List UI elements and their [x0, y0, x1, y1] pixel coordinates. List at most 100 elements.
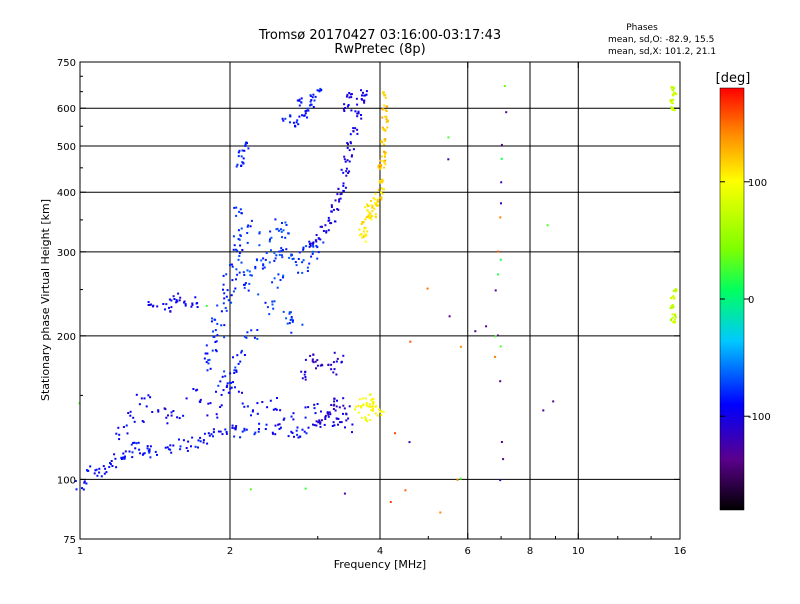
data-point — [364, 397, 367, 400]
data-point — [383, 161, 386, 164]
chart-title: Tromsø 20170427 03:16:00-03:17:43 — [258, 28, 501, 43]
data-point — [254, 431, 257, 434]
data-point — [149, 445, 152, 448]
data-point — [292, 319, 294, 322]
data-point — [337, 423, 339, 426]
data-point — [243, 335, 246, 338]
data-point — [234, 428, 237, 431]
data-point — [205, 304, 208, 307]
data-point — [243, 274, 246, 276]
data-point — [330, 210, 333, 213]
data-point — [322, 230, 325, 232]
data-point — [137, 441, 140, 444]
data-point — [331, 425, 334, 427]
data-point — [456, 478, 459, 481]
data-point — [312, 250, 314, 253]
data-point — [365, 93, 368, 96]
x-tick-label: 10 — [572, 546, 585, 557]
y-axis-ticks: 75 100 200 300 400 500 600 750 — [57, 58, 680, 546]
data-point — [336, 193, 339, 196]
data-point — [236, 163, 239, 166]
data-point — [211, 349, 214, 352]
data-point — [243, 283, 245, 286]
data-point — [303, 373, 306, 376]
data-point — [255, 258, 258, 261]
data-point — [500, 143, 503, 146]
data-point — [241, 161, 244, 164]
data-point — [132, 416, 135, 419]
data-point — [228, 381, 231, 384]
data-point — [74, 480, 77, 482]
data-point — [240, 351, 243, 354]
data-point — [278, 250, 281, 253]
data-point — [385, 115, 388, 118]
y-tick-label: 300 — [57, 248, 76, 259]
data-point — [170, 451, 173, 454]
y-tick-label: 750 — [57, 58, 76, 69]
data-point — [316, 359, 319, 362]
data-point — [238, 238, 241, 241]
data-point — [670, 101, 673, 104]
data-point — [494, 289, 497, 292]
data-point — [349, 141, 352, 144]
data-point — [304, 370, 307, 373]
data-point — [301, 261, 304, 264]
data-point — [220, 393, 223, 396]
data-point — [318, 419, 321, 422]
data-point — [202, 441, 205, 444]
data-point — [280, 230, 283, 233]
data-point — [373, 207, 376, 210]
data-point — [368, 393, 371, 396]
data-point — [225, 295, 228, 298]
data-point — [360, 405, 363, 408]
data-point — [338, 200, 341, 203]
data-point — [246, 232, 249, 234]
data-point — [306, 266, 309, 269]
data-point — [98, 471, 101, 474]
data-point — [336, 357, 339, 360]
data-point — [256, 412, 259, 415]
data-point — [348, 96, 351, 99]
data-point — [178, 438, 180, 441]
data-point — [281, 236, 283, 239]
data-point — [89, 465, 92, 468]
data-point — [235, 370, 238, 373]
data-point — [383, 143, 386, 146]
colorbar-tick-label: 0 — [748, 295, 754, 306]
x-tick-label: 8 — [527, 546, 533, 557]
data-point — [215, 413, 218, 416]
data-point — [179, 448, 182, 451]
data-point — [360, 89, 362, 92]
data-point — [367, 205, 369, 207]
data-point — [230, 294, 233, 297]
data-point — [247, 224, 250, 227]
data-point — [381, 141, 384, 144]
data-point — [96, 474, 99, 477]
data-point — [378, 163, 381, 166]
data-point — [368, 204, 371, 207]
data-point — [207, 362, 210, 365]
data-point — [285, 317, 288, 320]
data-point — [231, 265, 234, 268]
data-point — [240, 212, 243, 215]
data-point — [384, 159, 387, 162]
data-point — [374, 412, 377, 415]
data-point — [327, 216, 330, 219]
data-point — [348, 405, 351, 408]
data-point — [110, 460, 113, 462]
data-point — [282, 276, 284, 279]
data-point — [268, 240, 271, 243]
data-point — [212, 330, 214, 333]
data-point — [365, 216, 368, 219]
data-point — [117, 426, 120, 429]
data-point — [244, 282, 247, 285]
data-point — [361, 94, 363, 97]
data-point — [346, 146, 349, 149]
data-point — [348, 149, 351, 152]
data-point — [499, 380, 502, 383]
data-point — [322, 241, 325, 244]
data-point — [243, 427, 246, 430]
data-point — [289, 318, 292, 321]
data-point — [213, 318, 216, 321]
data-point — [384, 153, 386, 156]
